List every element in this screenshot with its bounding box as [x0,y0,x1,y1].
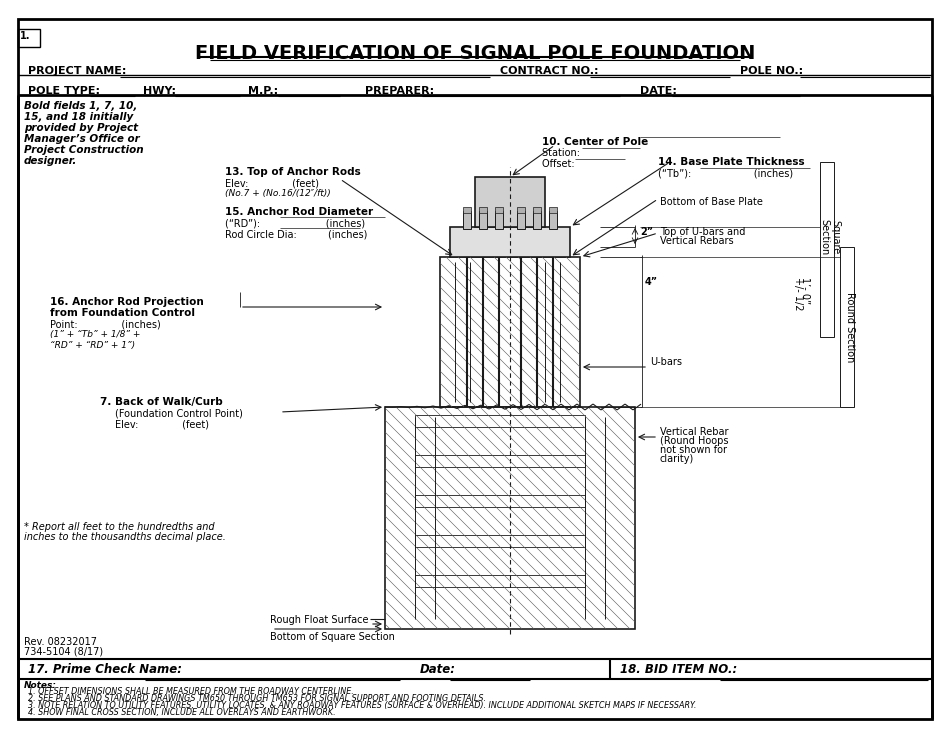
Bar [549,207,557,213]
Text: 3. NOTE RELATION TO UTILITY FEATURES, UTILITY LOCATES, & ANY ROADWAY FEATURES (S: 3. NOTE RELATION TO UTILITY FEATURES, UT… [28,701,696,710]
Bar [18,29,40,47]
Text: 4. SHOW FINAL CROSS SECTION, INCLUDE ALL OVERLAYS AND EARTHWORK.: 4. SHOW FINAL CROSS SECTION, INCLUDE ALL… [28,708,335,717]
Text: inches to the thousandths decimal place.: inches to the thousandths decimal place. [24,532,226,542]
Text: Bottom of Square Section: Bottom of Square Section [270,632,395,642]
Text: Rod Circle Dia:          (inches): Rod Circle Dia: (inches) [225,229,368,239]
Text: Elev:              (feet): Elev: (feet) [225,178,319,188]
Text: (1” + “Tb” + 1/8” +: (1” + “Tb” + 1/8” + [50,330,141,339]
Bar [533,211,541,229]
Text: Rev. 08232017: Rev. 08232017 [24,637,97,647]
Text: 17. Prime Check Name:: 17. Prime Check Name: [28,663,182,676]
Text: “RD” + “RD” + 1”): “RD” + “RD” + 1”) [50,341,135,350]
Text: 1.: 1. [20,31,30,41]
Bar [415,415,585,427]
Text: 734-5104 (8/17): 734-5104 (8/17) [24,646,104,656]
Text: 13. Top of Anchor Rods: 13. Top of Anchor Rods [225,167,361,177]
Text: 18. BID ITEM NO.:: 18. BID ITEM NO.: [620,663,737,676]
Text: (No.7 + (No.16/(12″/ft)): (No.7 + (No.16/(12″/ft)) [225,189,331,198]
Bar [415,575,585,587]
Text: not shown for: not shown for [660,445,727,455]
Bar [415,455,585,467]
Text: PREPARER:: PREPARER: [365,86,434,96]
Text: Round Section: Round Section [845,292,855,362]
Bar [840,247,854,407]
Text: provided by Project: provided by Project [24,123,138,133]
Text: 2”: 2” [640,227,654,237]
Text: 1’- 0”: 1’- 0” [800,277,810,304]
Bar [479,211,487,229]
Bar [415,535,585,547]
Text: POLE NO.:: POLE NO.: [740,66,803,76]
Text: from Foundation Control: from Foundation Control [50,308,195,318]
Bar [533,207,541,213]
Text: Rough Float Surface: Rough Float Surface [270,615,369,625]
Text: 15, and 18 initially: 15, and 18 initially [24,112,133,122]
Text: Date:: Date: [420,663,456,676]
Text: 7. Back of Walk/Curb: 7. Back of Walk/Curb [100,397,222,407]
Bar [495,207,503,213]
Text: Manager’s Office or: Manager’s Office or [24,134,140,144]
Text: 10. Center of Pole: 10. Center of Pole [542,137,648,147]
Bar [385,407,635,629]
Text: Point:              (inches): Point: (inches) [50,319,161,329]
Bar [820,162,834,337]
Text: CONTRACT NO.:: CONTRACT NO.: [500,66,598,76]
Bar [450,227,570,257]
Text: Bottom of Base Plate: Bottom of Base Plate [660,197,763,207]
Text: Notes:: Notes: [24,681,57,690]
Text: Vertical Rebar: Vertical Rebar [660,427,729,437]
Text: Vertical Rebars: Vertical Rebars [660,236,733,246]
Bar [549,211,557,229]
Text: U-bars: U-bars [650,357,682,367]
Text: Station:: Station: [542,148,608,158]
Bar [463,211,471,229]
Text: HWY:: HWY: [143,86,176,96]
Text: Offset:: Offset: [542,159,599,169]
Text: (“Tb”):                    (inches): (“Tb”): (inches) [658,168,793,178]
Text: Bold fields 1, 7, 10,: Bold fields 1, 7, 10, [24,101,138,111]
Text: Top of U-bars and: Top of U-bars and [660,227,746,237]
Text: DATE:: DATE: [640,86,676,96]
Text: Elev:              (feet): Elev: (feet) [115,419,209,429]
Text: (Round Hoops: (Round Hoops [660,436,729,446]
Text: Square
Section: Square Section [819,219,841,255]
Text: +/- 1/2: +/- 1/2 [793,277,803,310]
Bar [479,207,487,213]
Text: 14. Base Plate Thickness: 14. Base Plate Thickness [658,157,805,167]
Text: (“RD”):                     (inches): (“RD”): (inches) [225,218,365,228]
Bar [440,257,580,407]
Text: designer.: designer. [24,156,77,166]
Text: 1. OFFSET DIMENSIONS SHALL BE MEASURED FROM THE ROADWAY CENTERLINE.: 1. OFFSET DIMENSIONS SHALL BE MEASURED F… [28,687,353,696]
Text: PROJECT NAME:: PROJECT NAME: [28,66,126,76]
Bar [475,177,545,227]
Text: M.P.:: M.P.: [248,86,278,96]
Text: clarity): clarity) [660,454,694,464]
Text: 4”: 4” [645,277,658,287]
Text: (Foundation Control Point): (Foundation Control Point) [115,408,243,418]
Text: * Report all feet to the hundredths and: * Report all feet to the hundredths and [24,522,215,532]
Bar [517,207,525,213]
Bar [495,211,503,229]
Text: 2. SEE PLANS AND STANDARD DRAWINGS TM650 THROUGH TM653 FOR SIGNAL SUPPORT AND FO: 2. SEE PLANS AND STANDARD DRAWINGS TM650… [28,694,486,703]
Bar [517,211,525,229]
Bar [415,495,585,507]
Bar [463,207,471,213]
Text: Project Construction: Project Construction [24,145,143,155]
Text: 15. Anchor Rod Diameter: 15. Anchor Rod Diameter [225,207,373,217]
Text: POLE TYPE:: POLE TYPE: [28,86,100,96]
Text: FIELD VERIFICATION OF SIGNAL POLE FOUNDATION: FIELD VERIFICATION OF SIGNAL POLE FOUNDA… [195,44,755,63]
Text: 16. Anchor Rod Projection: 16. Anchor Rod Projection [50,297,203,307]
